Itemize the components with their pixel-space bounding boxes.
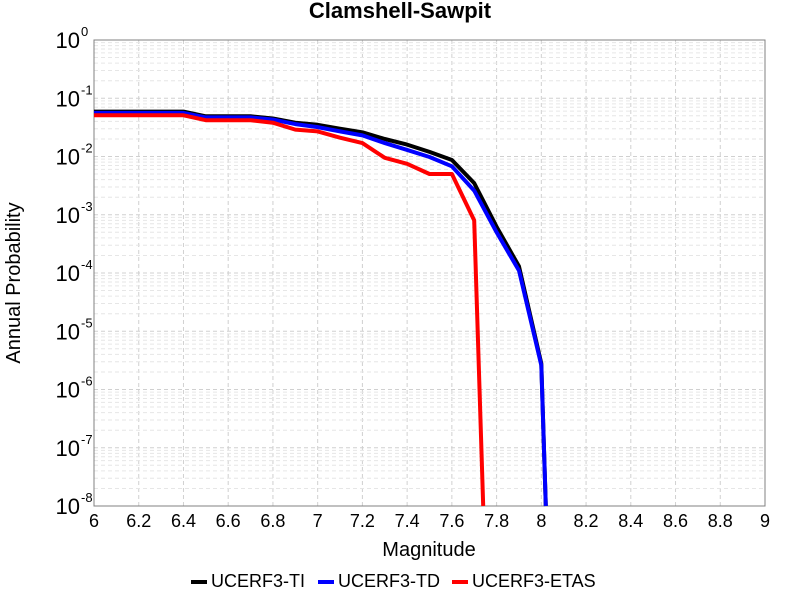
y-tick-exponent: -1 (81, 82, 93, 97)
y-tick-label: 10 (56, 261, 80, 286)
x-tick-label: 8.4 (618, 511, 643, 531)
x-axis-label: Magnitude (382, 539, 475, 561)
y-tick-exponent: -8 (81, 490, 93, 505)
y-tick-exponent: -5 (81, 315, 93, 330)
plot-area (93, 39, 766, 507)
x-tick-label: 7.8 (484, 511, 509, 531)
x-tick-label: 7.4 (395, 511, 420, 531)
y-tick-exponent: -7 (81, 432, 93, 447)
x-tick-label: 8.2 (574, 511, 599, 531)
y-tick-exponent: -2 (81, 141, 93, 156)
grid (93, 39, 766, 507)
x-tick-label: 8.6 (663, 511, 688, 531)
y-axis-label: Annual Probability (3, 202, 25, 363)
x-tick-label: 9 (760, 511, 770, 531)
y-tick-label: 10 (56, 319, 80, 344)
x-tick-label: 6.4 (171, 511, 196, 531)
legend: UCERF3-TI UCERF3-TD UCERF3-ETAS (191, 571, 596, 591)
legend-label: UCERF3-TI (211, 571, 305, 591)
y-tick-exponent: -4 (81, 257, 93, 272)
y-tick-label: 10 (56, 145, 80, 170)
chart-title: Clamshell-Sawpit (309, 0, 492, 23)
legend-label: UCERF3-TD (338, 571, 440, 591)
x-tick-label: 6.6 (216, 511, 241, 531)
series-line-ucerf3-etas (94, 113, 486, 507)
x-tick-label: 7 (313, 511, 323, 531)
series-layer (94, 109, 548, 507)
x-tick-label: 6.2 (126, 511, 151, 531)
x-tick-label: 7.2 (350, 511, 375, 531)
y-tick-label: 10 (56, 86, 80, 111)
y-tick-label: 10 (56, 203, 80, 228)
y-tick-exponent: -3 (81, 199, 93, 214)
legend-label: UCERF3-ETAS (472, 571, 596, 591)
y-tick-exponent: 0 (81, 24, 88, 39)
x-tick-label: 8 (536, 511, 546, 531)
y-tick-label: 10 (56, 378, 80, 403)
x-tick-label: 8.8 (708, 511, 733, 531)
y-tick-label: 10 (56, 28, 80, 53)
x-tick-label: 7.6 (439, 511, 464, 531)
series-line-ucerf3-td (94, 110, 548, 507)
x-axis: 6 6.2 6.4 6.6 6.8 7 7.2 7.4 7.6 7.8 8 8.2 8.4 8.6 8.8 9 (89, 511, 770, 531)
x-tick-label: 6.8 (260, 511, 285, 531)
y-tick-label: 10 (56, 436, 80, 461)
x-tick-label: 6 (89, 511, 99, 531)
y-tick-label: 10 (56, 494, 80, 519)
y-tick-exponent: -6 (81, 374, 93, 389)
